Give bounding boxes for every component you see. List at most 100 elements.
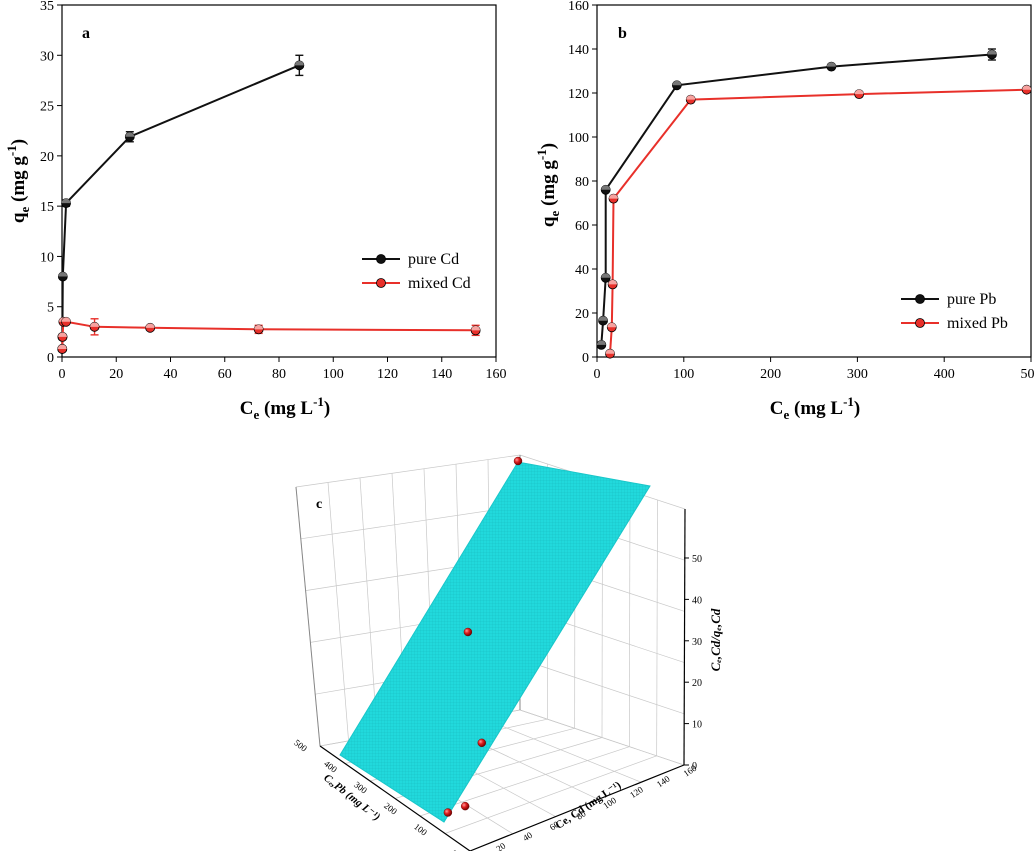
data-point [253,324,264,335]
panel-b-y-ticks: 0 20 40 60 80 100 120 140 160 [568,0,597,366]
legend-label: pure Cd [408,251,459,268]
data-point [57,344,68,354]
panel-b-legend: pure Pb mixed Pb [901,291,1008,332]
point-marker [443,808,453,817]
panel-b-label: b [618,25,627,42]
panel-a-legend: pure Cd mixed Cd [362,251,471,292]
x-tick-label: 0 [59,367,66,382]
grid-line [469,764,685,851]
y-tick-label: 5 [47,301,54,316]
x-tick-label: 120 [377,367,398,382]
legend-marker [376,254,386,264]
panel-a-label: a [82,25,90,42]
z-tick-label: 20 [692,678,702,689]
y-tick-label: 15 [40,200,54,215]
data-point [598,315,608,326]
data-point [600,184,611,195]
grid-line [300,505,521,540]
y-tick-label: 500 [292,737,309,753]
legend-marker [915,294,925,304]
data-point [89,321,100,332]
y-tick-label: 100 [412,821,429,837]
grid-line [319,745,471,851]
data-point [61,198,71,209]
panel-b-x-ticks: 0 100 200 300 400 500 [594,357,1034,382]
data-point [606,322,617,333]
z-tick-label: 50 [692,554,702,565]
grid-line [628,490,631,747]
panel-b-x-axis-label: Ce (mg L-1) [770,394,861,422]
panel-a-frame [61,4,497,358]
x-tick-label: 60 [218,367,232,382]
grid-line [444,755,657,834]
x-tick-label: 0 [594,367,601,382]
series-line-1 [61,320,476,350]
y-tick-label: 40 [575,263,589,278]
series-line-0 [61,64,300,350]
data-point [124,131,135,142]
panel-a-series [57,54,481,354]
y-tick-label: 30 [40,49,54,64]
panel-b-chart: b 0 100 200 300 400 500 0 20 40 60 80 100 120 140 160… [534,0,1034,422]
data-point [854,89,865,99]
point-marker [513,456,523,466]
x-tick-label: 140 [431,367,452,382]
data-point [1021,84,1032,95]
point-marker [463,627,473,637]
grid-line [295,486,321,747]
point-marker [460,801,470,811]
grid-line [295,454,521,488]
data-point [470,325,481,336]
legend-label: mixed Pb [947,315,1008,332]
grid-line [327,482,349,741]
legend-marker [376,278,386,288]
x-tick-label: 400 [934,367,955,382]
x-tick-label: 100 [673,367,694,382]
data-point [607,279,618,290]
panel-b-y-axis-label: qe (mg g-1) [534,143,562,227]
data-point [61,316,71,327]
y-tick-label: 120 [568,87,589,102]
data-point [57,331,68,342]
panel-c-points [443,456,523,817]
y-tick-label: 0 [449,848,459,851]
data-point [600,272,611,283]
panel-a-x-ticks: 0 20 40 60 80 100 120 140 160 [59,357,507,382]
panel-a-x-axis-label: Ce (mg L-1) [240,394,331,422]
x-tick-label: 300 [847,367,868,382]
legend-label: pure Pb [947,291,996,308]
panel-c-label: c [316,497,322,512]
data-point [671,80,682,91]
series-line-0 [600,53,992,345]
x-tick-label: 160 [486,367,507,382]
legend-marker [915,318,925,328]
data-point [826,61,837,72]
data-point [145,322,156,333]
y-tick-label: 0 [47,351,54,366]
fit-surface [339,461,651,823]
y-tick-label: 140 [568,43,589,58]
y-tick-label: 20 [575,307,589,322]
z-tick-label: 10 [692,720,702,731]
x-tick-label: 100 [323,367,344,382]
panel-c-y-axis-label: Cₑ,Pb (mg L⁻¹) [321,772,382,823]
y-tick-label: 10 [40,250,54,265]
x-tick-label: 40 [164,367,178,382]
grid-line [683,508,686,766]
y-tick-label: 100 [568,131,589,146]
panel-c-z-ticks: 0 10 20 30 40 50 [684,554,702,772]
z-tick-label: 30 [692,637,702,648]
data-point [294,60,305,71]
data-point [987,49,997,60]
y-tick-label: 25 [40,100,54,115]
y-tick-label: 60 [575,219,589,234]
x-tick-label: 20 [494,840,507,851]
y-tick-label: 200 [382,800,399,816]
z-tick-label: 40 [692,595,702,606]
y-tick-label: 20 [40,150,54,165]
panel-a-chart: a 0 20 40 60 80 100 120 140 160 0 5 10 15 20 25 30 35 p… [4,0,507,422]
x-tick-label: 40 [521,830,534,844]
z-tick-label: 0 [692,761,697,772]
